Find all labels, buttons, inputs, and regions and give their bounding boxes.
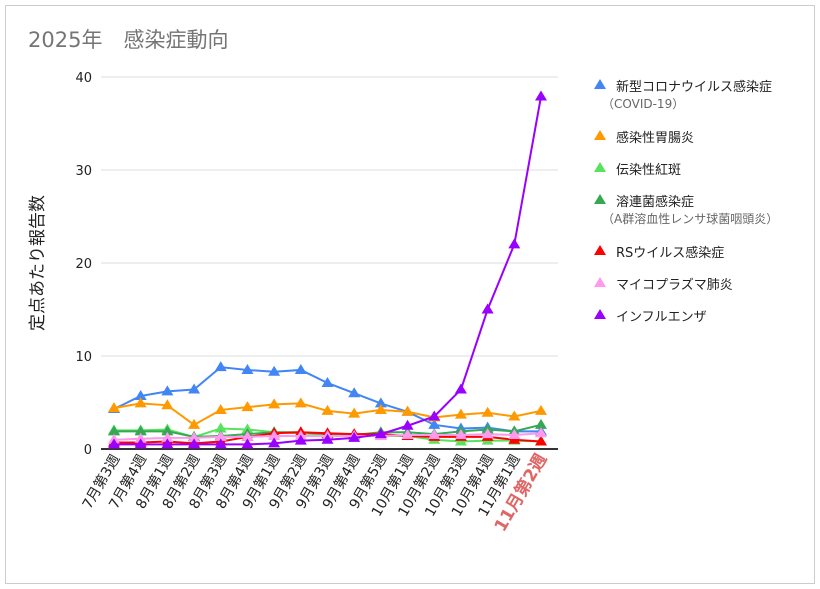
legend-sublabel: （A群溶血性レンサ球菌咽頭炎） xyxy=(602,212,779,226)
legend-label: 溶連菌感染症 xyxy=(616,195,695,210)
data-point xyxy=(214,438,227,449)
data-point xyxy=(241,430,254,441)
legend-item: 新型コロナウイルス感染症 （COVID-19） xyxy=(594,76,773,112)
data-point xyxy=(134,432,147,443)
y-tick-label: 20 xyxy=(75,257,92,272)
triangle-marker-icon xyxy=(594,245,606,255)
data-point xyxy=(214,430,227,441)
data-point xyxy=(428,418,441,429)
legend-item: RSウイルス感染症 xyxy=(594,242,725,261)
legend-item: 伝染性紅斑 xyxy=(594,159,682,178)
data-point xyxy=(188,431,201,442)
data-point xyxy=(134,397,147,408)
data-point xyxy=(294,434,307,445)
data-point xyxy=(108,425,120,436)
legend-item: 感染性胃腸炎 xyxy=(594,127,695,146)
data-point xyxy=(214,361,227,372)
data-point xyxy=(374,403,387,414)
legend-label: 伝染性紅斑 xyxy=(616,163,682,178)
line-chart: 010203040定点あたり報告数7月第3週7月第4週8月第1週8月第2週8月第… xyxy=(28,71,558,535)
triangle-marker-icon xyxy=(594,130,606,140)
data-point xyxy=(508,429,521,440)
data-point xyxy=(188,438,201,449)
data-point xyxy=(241,363,254,374)
data-point xyxy=(374,397,387,408)
data-point xyxy=(348,407,361,418)
data-point xyxy=(481,303,494,314)
data-point xyxy=(348,387,361,398)
data-point xyxy=(214,403,227,414)
data-point xyxy=(321,376,334,387)
chart-frame: 2025年 感染症動向 0 10 20 30 40 定点あたり報告数 7月第3週 7月第4週 8… xyxy=(5,5,815,584)
triangle-marker-icon xyxy=(594,194,606,204)
y-tick-label: 10 xyxy=(75,350,92,365)
data-point xyxy=(348,431,361,442)
data-point xyxy=(454,408,467,419)
legend-label: 感染性胃腸炎 xyxy=(616,131,695,146)
data-point xyxy=(188,418,201,429)
data-point xyxy=(428,410,441,421)
y-tick-label: 0 xyxy=(84,443,92,458)
legend-label: インフルエンザ xyxy=(616,310,707,325)
data-point xyxy=(268,437,281,448)
legend-label: 新型コロナウイルス感染症 xyxy=(616,80,773,95)
data-point xyxy=(214,422,227,433)
data-point xyxy=(508,410,521,421)
data-point xyxy=(401,405,414,416)
series-line xyxy=(113,366,541,433)
triangle-marker-icon xyxy=(594,79,606,89)
data-point xyxy=(161,399,174,410)
data-point xyxy=(401,419,414,430)
chart-title: 2025年 感染症動向 xyxy=(28,28,229,52)
data-point xyxy=(428,429,441,440)
data-point xyxy=(481,406,494,417)
legend-sublabel: （COVID-19） xyxy=(602,97,685,111)
data-point xyxy=(508,238,521,249)
data-point xyxy=(108,438,120,449)
data-point xyxy=(188,383,201,394)
data-point xyxy=(535,404,547,415)
data-point xyxy=(535,427,547,438)
data-point xyxy=(535,418,547,429)
data-point xyxy=(134,425,147,436)
data-point xyxy=(535,435,547,446)
data-point xyxy=(161,385,174,396)
data-point xyxy=(161,438,174,449)
series-line xyxy=(114,96,542,446)
data-point xyxy=(294,363,307,374)
triangle-marker-icon xyxy=(594,162,606,172)
data-point xyxy=(134,438,147,449)
data-point xyxy=(268,398,281,409)
data-point xyxy=(321,404,334,415)
y-tick-label: 40 xyxy=(75,71,92,86)
data-point xyxy=(241,438,254,449)
data-point xyxy=(268,365,281,376)
data-point xyxy=(454,429,467,440)
legend-label: マイコプラズマ肺炎 xyxy=(616,278,733,293)
legend-label: RSウイルス感染症 xyxy=(616,246,725,261)
y-tick-label: 30 xyxy=(75,164,92,179)
data-point xyxy=(321,433,334,444)
data-point xyxy=(535,90,547,101)
triangle-marker-icon xyxy=(594,309,606,319)
data-point xyxy=(161,425,174,436)
data-point xyxy=(401,429,414,440)
data-point xyxy=(134,389,147,400)
legend-item: インフルエンザ xyxy=(594,306,707,325)
data-point xyxy=(268,429,281,440)
data-point xyxy=(454,383,467,394)
data-point xyxy=(241,401,254,412)
data-point xyxy=(294,397,307,408)
legend-item: 溶連菌感染症 （A群溶血性レンサ球菌咽頭炎） xyxy=(594,191,779,227)
data-point xyxy=(374,428,387,439)
y-axis-label: 定点あたり報告数 xyxy=(28,195,48,331)
triangle-marker-icon xyxy=(594,277,606,287)
data-point xyxy=(161,431,174,442)
data-point xyxy=(481,428,494,439)
data-point xyxy=(108,402,120,413)
legend-item: マイコプラズマ肺炎 xyxy=(594,274,733,293)
